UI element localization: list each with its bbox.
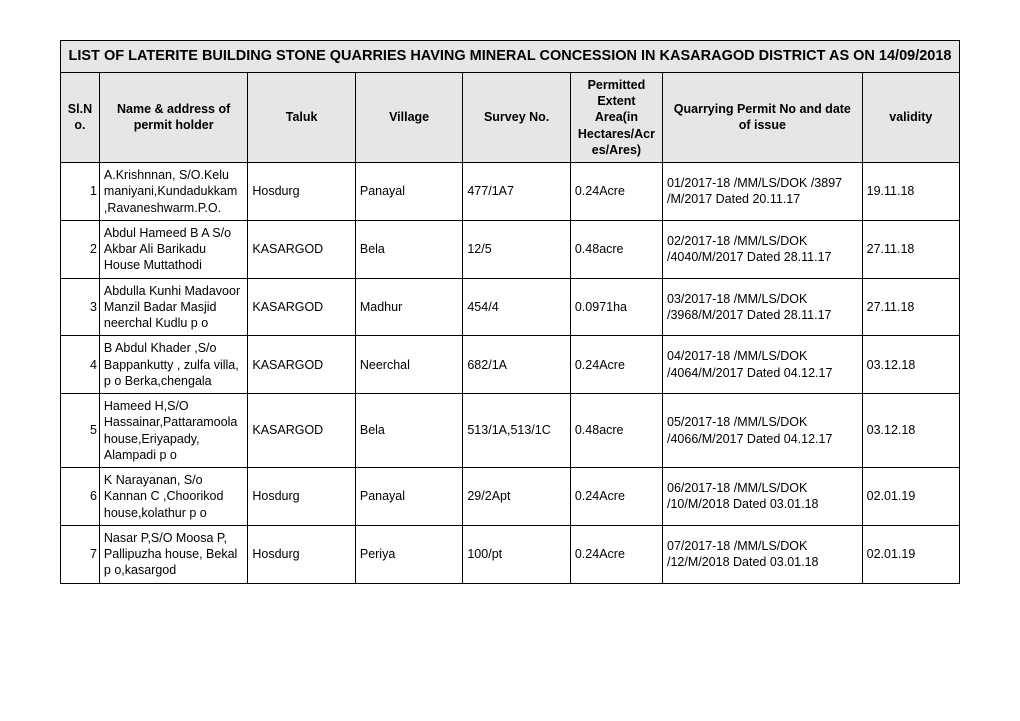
cell-name: Nasar P,S/O Moosa P, Pallipuzha house, B… [99, 525, 247, 583]
cell-permit: 01/2017-18 /MM/LS/DOK /3897 /M/2017 Date… [663, 163, 863, 221]
cell-slno: 2 [61, 220, 100, 278]
cell-survey: 12/5 [463, 220, 571, 278]
cell-slno: 4 [61, 336, 100, 394]
header-row: Sl.No. Name & address of permit holder T… [61, 72, 960, 162]
table-row: 5 Hameed H,S/O Hassainar,Pattaramoola ho… [61, 394, 960, 468]
cell-village: Periya [355, 525, 463, 583]
cell-survey: 29/2Apt [463, 468, 571, 526]
cell-extent: 0.24Acre [570, 163, 662, 221]
cell-name: B Abdul Khader ,S/o Bappankutty , zulfa … [99, 336, 247, 394]
table-row: 7 Nasar P,S/O Moosa P, Pallipuzha house,… [61, 525, 960, 583]
cell-slno: 7 [61, 525, 100, 583]
cell-village: Panayal [355, 163, 463, 221]
cell-extent: 0.24Acre [570, 525, 662, 583]
cell-permit: 06/2017-18 /MM/LS/DOK /10/M/2018 Dated 0… [663, 468, 863, 526]
document-page: LIST OF LATERITE BUILDING STONE QUARRIES… [0, 0, 1020, 721]
cell-taluk: Hosdurg [248, 468, 356, 526]
col-header-taluk: Taluk [248, 72, 356, 162]
cell-permit: 03/2017-18 /MM/LS/DOK /3968/M/2017 Dated… [663, 278, 863, 336]
cell-validity: 27.11.18 [862, 220, 959, 278]
cell-taluk: KASARGOD [248, 220, 356, 278]
quarry-table: LIST OF LATERITE BUILDING STONE QUARRIES… [60, 40, 960, 584]
cell-slno: 6 [61, 468, 100, 526]
col-header-name: Name & address of permit holder [99, 72, 247, 162]
cell-validity: 19.11.18 [862, 163, 959, 221]
cell-permit: 05/2017-18 /MM/LS/DOK /4066/M/2017 Dated… [663, 394, 863, 468]
cell-validity: 03.12.18 [862, 394, 959, 468]
cell-validity: 02.01.19 [862, 468, 959, 526]
cell-taluk: Hosdurg [248, 525, 356, 583]
table-row: 4 B Abdul Khader ,S/o Bappankutty , zulf… [61, 336, 960, 394]
cell-survey: 513/1A,513/1C [463, 394, 571, 468]
title-row: LIST OF LATERITE BUILDING STONE QUARRIES… [61, 41, 960, 73]
cell-extent: 0.48acre [570, 394, 662, 468]
col-header-survey: Survey No. [463, 72, 571, 162]
cell-survey: 454/4 [463, 278, 571, 336]
cell-village: Neerchal [355, 336, 463, 394]
cell-name: K Narayanan, S/o Kannan C ,Choorikod hou… [99, 468, 247, 526]
table-row: 6 K Narayanan, S/o Kannan C ,Choorikod h… [61, 468, 960, 526]
cell-slno: 5 [61, 394, 100, 468]
cell-taluk: KASARGOD [248, 278, 356, 336]
cell-village: Bela [355, 220, 463, 278]
col-header-permit: Quarrying Permit No and date of issue [663, 72, 863, 162]
cell-survey: 477/1A7 [463, 163, 571, 221]
cell-validity: 02.01.19 [862, 525, 959, 583]
col-header-village: Village [355, 72, 463, 162]
col-header-validity: validity [862, 72, 959, 162]
table-title: LIST OF LATERITE BUILDING STONE QUARRIES… [61, 41, 960, 73]
cell-permit: 02/2017-18 /MM/LS/DOK /4040/M/2017 Dated… [663, 220, 863, 278]
cell-name: Hameed H,S/O Hassainar,Pattaramoola hous… [99, 394, 247, 468]
cell-slno: 3 [61, 278, 100, 336]
cell-taluk: KASARGOD [248, 394, 356, 468]
cell-slno: 1 [61, 163, 100, 221]
cell-extent: 0.48acre [570, 220, 662, 278]
cell-village: Bela [355, 394, 463, 468]
cell-permit: 07/2017-18 /MM/LS/DOK /12/M/2018 Dated 0… [663, 525, 863, 583]
col-header-extent: Permitted Extent Area(in Hectares/Acres/… [570, 72, 662, 162]
table-row: 2 Abdul Hameed B A S/o Akbar Ali Barikad… [61, 220, 960, 278]
table-row: 1 A.Krishnnan, S/O.Kelu maniyani,Kundadu… [61, 163, 960, 221]
cell-village: Madhur [355, 278, 463, 336]
cell-extent: 0.24Acre [570, 468, 662, 526]
cell-permit: 04/2017-18 /MM/LS/DOK /4064/M/2017 Dated… [663, 336, 863, 394]
cell-name: Abdulla Kunhi Madavoor Manzil Badar Masj… [99, 278, 247, 336]
cell-extent: 0.0971ha [570, 278, 662, 336]
cell-taluk: KASARGOD [248, 336, 356, 394]
cell-taluk: Hosdurg [248, 163, 356, 221]
col-header-slno: Sl.No. [61, 72, 100, 162]
cell-validity: 27.11.18 [862, 278, 959, 336]
cell-extent: 0.24Acre [570, 336, 662, 394]
cell-name: A.Krishnnan, S/O.Kelu maniyani,Kundadukk… [99, 163, 247, 221]
cell-village: Panayal [355, 468, 463, 526]
table-row: 3 Abdulla Kunhi Madavoor Manzil Badar Ma… [61, 278, 960, 336]
cell-survey: 682/1A [463, 336, 571, 394]
cell-name: Abdul Hameed B A S/o Akbar Ali Barikadu … [99, 220, 247, 278]
cell-validity: 03.12.18 [862, 336, 959, 394]
cell-survey: 100/pt [463, 525, 571, 583]
